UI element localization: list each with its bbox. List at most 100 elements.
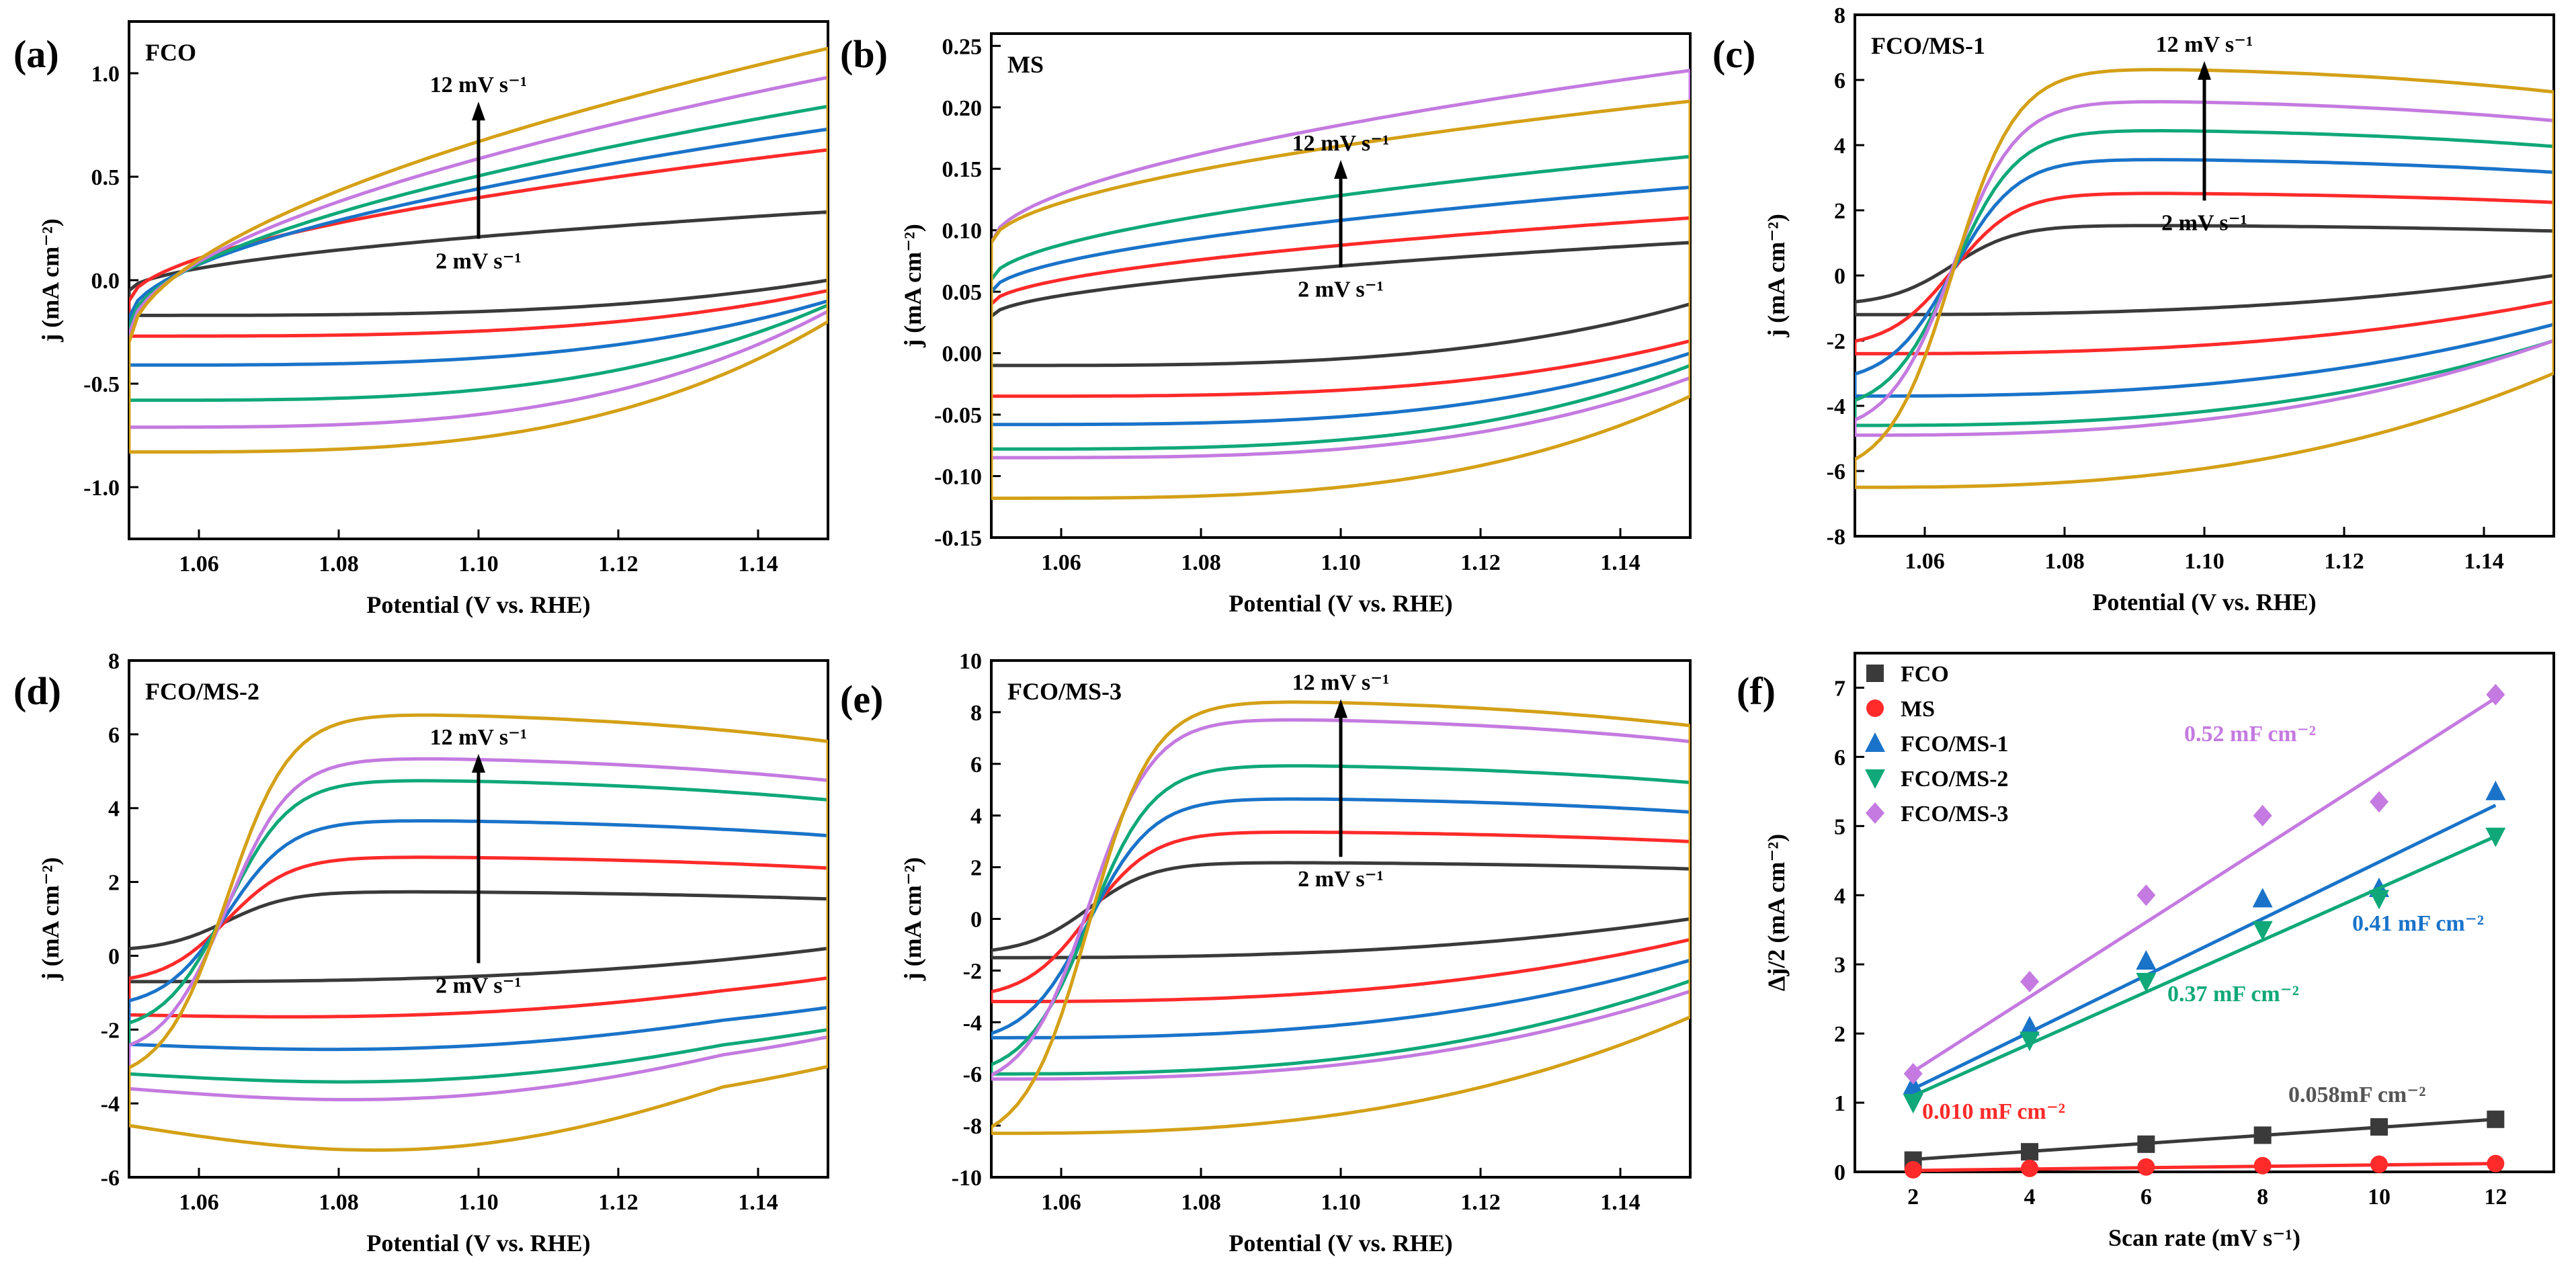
series-fco-ms-1: 0.41 mF cm⁻²: [1903, 780, 2506, 1095]
arrow-head: [472, 753, 485, 773]
legend-entry: FCO/MS-3: [1901, 802, 2009, 826]
y-tick-label: 7: [1834, 676, 1845, 701]
y-tick-label: 5: [1834, 814, 1845, 839]
panel-title: FCO/MS-1: [1871, 32, 1985, 59]
y-tick-label: 0.20: [942, 96, 983, 121]
x-tick-label: 1.12: [598, 1190, 638, 1215]
y-tick-label: -4: [101, 1092, 120, 1117]
cv-curve-8-mv-s: [129, 779, 828, 1084]
cv-curve-4-mv-s: [991, 216, 1690, 398]
marker-triangle-up: [1865, 732, 1885, 752]
y-tick-label: 1: [1834, 1091, 1845, 1116]
marker-square: [2253, 1126, 2272, 1144]
arrow-top-label: 12 mV s⁻¹: [430, 725, 528, 750]
y-tick-label: -6: [963, 1062, 982, 1087]
y-tick-label: 6: [1834, 69, 1845, 93]
series-fco-ms-2: 0.37 mF cm⁻²: [1903, 827, 2506, 1114]
y-tick-label: 3: [1834, 953, 1845, 978]
y-tick-label: -10: [952, 1166, 982, 1191]
marker-square: [1866, 665, 1884, 682]
x-tick-label: 1.08: [2044, 549, 2085, 574]
marker-triangle-down: [2252, 921, 2273, 941]
panel-label: (e): [840, 677, 883, 721]
cv-curve-10-mv-s: [991, 718, 1690, 1081]
arrow-head: [2198, 60, 2211, 80]
legend-entry: FCO/MS-2: [1901, 767, 2009, 792]
cv-curve-10-mv-s: [1855, 99, 2554, 437]
y-tick-label: 6: [108, 723, 120, 748]
x-tick-label: 1.14: [1600, 1190, 1640, 1215]
y-tick-label: 6: [1834, 745, 1845, 770]
marker-triangle-up: [2485, 780, 2506, 800]
panel-e: 1.06 1.08 1.10 1.12 1.14 -10 -8 -6 -4 -2 0 2 4 6 8 10 Po…: [840, 649, 1692, 1257]
marker-circle: [2370, 1155, 2388, 1173]
cv-curves: [129, 46, 828, 454]
marker-diamond: [2370, 791, 2388, 813]
y-tick-label: -0.05: [934, 403, 982, 428]
y-tick-label: 8: [970, 701, 982, 726]
y-tick-label: 0.25: [942, 34, 983, 59]
legend-entry: FCO/MS-1: [1901, 732, 2009, 757]
x-tick-label: 1.12: [2324, 549, 2364, 574]
slope-annotation: 0.37 mF cm⁻²: [2167, 982, 2299, 1007]
panel-label: (c): [1712, 32, 1755, 76]
plot-frame: [1854, 652, 2555, 1173]
y-tick-label: -4: [963, 1011, 982, 1035]
x-tick-label: 1.06: [1041, 550, 1081, 575]
cv-curve-4-mv-s: [129, 855, 828, 1019]
marker-triangle-down: [2369, 890, 2389, 910]
x-tick-label: 1.06: [179, 552, 219, 577]
y-tick-label: 4: [108, 797, 120, 822]
series-ms: 0.010 mF cm⁻²: [1904, 1099, 2505, 1179]
x-tick-label: 1.14: [2464, 549, 2504, 574]
legend-entry: MS: [1901, 697, 1935, 722]
marker-circle: [2487, 1154, 2505, 1173]
cv-curve-2-mv-s: [129, 210, 828, 317]
x-tick-label: 8: [2257, 1185, 2268, 1209]
y-axis-label: j (mA cm⁻²): [899, 857, 926, 982]
marker-circle: [1866, 699, 1884, 717]
y-tick-label: 0: [1834, 1160, 1845, 1185]
x-axis-label: Potential (V vs. RHE): [2092, 589, 2316, 615]
panel-label: (d): [13, 669, 61, 713]
legend-entry: FCO: [1901, 662, 1949, 687]
arrow-head: [1334, 160, 1347, 179]
y-tick-label: 0.15: [942, 157, 983, 182]
cv-curve-2-mv-s: [1855, 224, 2554, 316]
cv-curve-2-mv-s: [991, 861, 1690, 960]
marker-triangle-up: [2020, 1015, 2040, 1035]
x-tick-label: 1.14: [738, 1190, 778, 1215]
marker-diamond: [2020, 970, 2039, 992]
marker-triangle-up: [2136, 950, 2157, 970]
panel-title: FCO/MS-3: [1007, 678, 1122, 705]
cv-curve-6-mv-s: [991, 797, 1690, 1039]
fit-line: [1912, 835, 2497, 1098]
arrow-top-label: 12 mV s⁻¹: [2156, 32, 2253, 57]
cv-curve-10-mv-s: [991, 69, 1690, 460]
y-tick-label: 0: [970, 908, 982, 933]
arrow-head: [1334, 699, 1347, 718]
y-axis-label: j (mA cm⁻²): [37, 857, 64, 982]
panel-a: 1.06 1.08 1.10 1.12 1.14 -1.0 -0.5 0.0 0.5 1.0 Pot…: [13, 20, 829, 618]
fit-line: [1913, 1162, 2496, 1173]
y-axis-label: Δj/2 (mA cm⁻²): [1763, 834, 1790, 991]
arrow-bottom-label: 2 mV s⁻¹: [2161, 210, 2247, 235]
y-tick-label: -1.0: [83, 476, 120, 501]
y-tick-label: 2: [1834, 199, 1845, 224]
y-tick-label: 8: [108, 649, 120, 674]
y-tick-label: 0.00: [942, 342, 983, 367]
x-tick-label: 2: [1907, 1185, 1919, 1209]
panel-title: FCO/MS-2: [145, 678, 259, 705]
y-axis-label: j (mA cm⁻²): [1763, 214, 1790, 338]
fit-line: [1912, 804, 2497, 1091]
arrow-bottom-label: 2 mV s⁻¹: [1298, 867, 1384, 892]
cv-curve-8-mv-s: [991, 764, 1690, 1076]
x-tick-label: 1.12: [598, 552, 638, 577]
y-tick-label: -2: [963, 959, 982, 984]
marker-diamond: [1903, 1062, 1923, 1085]
cv-curves: [991, 700, 1690, 1136]
y-tick-label: -6: [1827, 460, 1845, 484]
x-axis-label: Potential (V vs. RHE): [1229, 1230, 1452, 1257]
